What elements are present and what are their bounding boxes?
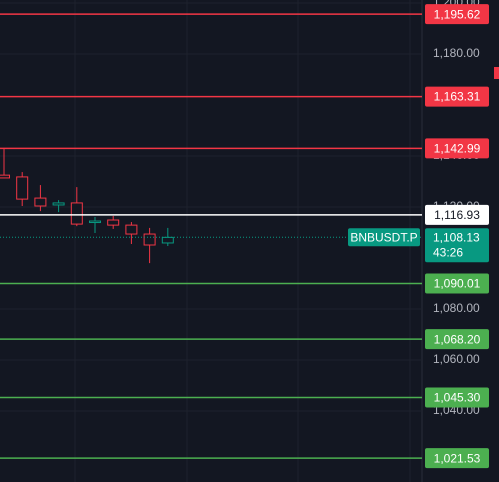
level-label-box xyxy=(425,138,489,159)
edge-marker xyxy=(494,67,499,79)
candle-body xyxy=(52,202,65,206)
level-label-box xyxy=(425,329,489,350)
candle-body xyxy=(161,236,174,244)
level-label-box xyxy=(425,86,489,107)
last-price-box xyxy=(425,228,489,263)
level-label: 1,045.30 xyxy=(434,391,481,405)
level-label-box xyxy=(425,448,489,469)
level-label: 1,090.01 xyxy=(434,277,481,291)
candle-body xyxy=(70,202,83,225)
y-tick-label: 1,080.00 xyxy=(433,301,480,315)
y-tick-label: 1,180.00 xyxy=(433,46,480,60)
level-label: 1,142.99 xyxy=(434,142,481,156)
candle-body xyxy=(16,176,29,200)
candle-body xyxy=(34,197,47,207)
symbol-box xyxy=(348,228,420,247)
level-label-box xyxy=(425,4,489,25)
level-label-box xyxy=(425,204,489,225)
candle-body xyxy=(0,174,10,179)
level-label: 1,195.62 xyxy=(434,7,481,21)
y-tick-label: 1,060.00 xyxy=(433,352,480,366)
level-label: 1,116.93 xyxy=(434,208,480,222)
level-label: 1,163.31 xyxy=(434,90,481,104)
candle-body xyxy=(107,219,120,226)
candle-body xyxy=(125,224,138,235)
level-label: 1,068.20 xyxy=(434,332,481,346)
level-label-box xyxy=(425,387,489,408)
candle-body xyxy=(89,220,101,224)
candle-body xyxy=(143,233,156,246)
countdown-label: 43:26 xyxy=(433,245,463,259)
last-price-label: 1,108.13 xyxy=(433,230,480,244)
symbol-label: BNBUSDT.P xyxy=(350,230,417,244)
level-label: 1,021.53 xyxy=(434,451,481,465)
level-label-box xyxy=(425,273,489,294)
